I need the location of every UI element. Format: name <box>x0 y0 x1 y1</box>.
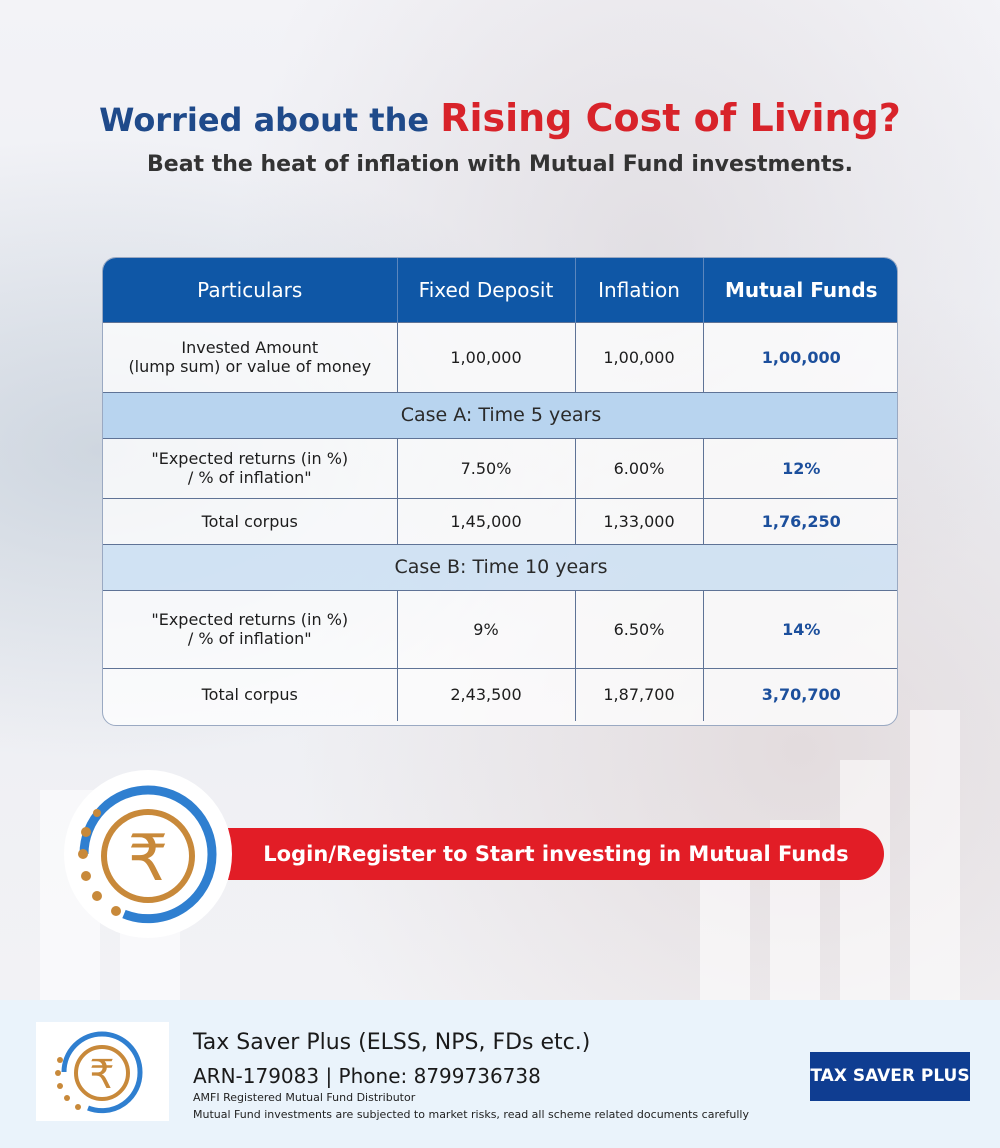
table-row-expected-returns-a: "Expected returns (in %) / % of inflatio… <box>103 437 897 498</box>
cell-fixed-deposit: 9% <box>397 589 576 668</box>
subheadline: Beat the heat of inflation with Mutual F… <box>147 152 853 177</box>
case-a-row: Case A: Time 5 years <box>103 391 897 438</box>
cell-inflation: 6.00% <box>575 437 704 498</box>
footer-arn-phone: ARN-179083 | Phone: 8799736738 <box>193 1064 541 1088</box>
table-row-total-corpus-a: Total corpus 1,45,000 1,33,000 1,76,250 <box>103 497 897 544</box>
table-row-total-corpus-b: Total corpus 2,43,500 1,87,700 3,70,700 <box>103 667 897 721</box>
cell-inflation: 1,00,000 <box>575 321 704 392</box>
footer-amfi-text: AMFI Registered Mutual Fund Distributor <box>193 1091 416 1104</box>
row-label-line2: / % of inflation" <box>187 468 312 487</box>
cell-mutual-funds: 1,76,250 <box>703 497 897 544</box>
cell-inflation: 1,33,000 <box>575 497 704 544</box>
case-b-row: Case B: Time 10 years <box>103 543 897 590</box>
cell-mutual-funds: 14% <box>703 589 897 668</box>
cell-mutual-funds: 1,00,000 <box>703 321 897 392</box>
row-label: Invested Amount (lump sum) or value of m… <box>103 321 398 392</box>
cell-inflation: 1,87,700 <box>575 667 704 721</box>
svg-text:₹: ₹ <box>128 822 169 896</box>
row-label: "Expected returns (in %) / % of inflatio… <box>103 589 398 668</box>
table-row-expected-returns-b: "Expected returns (in %) / % of inflatio… <box>103 589 897 668</box>
headline-prefix: Worried about the <box>99 101 430 139</box>
cell-inflation: 6.50% <box>575 589 704 668</box>
comparison-table: Particulars Fixed Deposit Inflation Mutu… <box>102 257 898 726</box>
column-header-fixed-deposit: Fixed Deposit <box>397 258 576 322</box>
row-label-line1: "Expected returns (in %) <box>151 610 349 629</box>
footer-company-title: Tax Saver Plus (ELSS, NPS, FDs etc.) <box>193 1030 591 1055</box>
case-b-title: Case B: Time 10 years <box>103 543 897 590</box>
cell-mutual-funds: 3,70,700 <box>703 667 897 721</box>
footer-disclaimer: Mutual Fund investments are subjected to… <box>193 1108 749 1121</box>
headline-highlight: Rising Cost of Living? <box>440 96 901 140</box>
footer: ₹ Tax Saver Plus (ELSS, NPS, FDs etc.) A… <box>0 1000 1000 1148</box>
case-a-title: Case A: Time 5 years <box>103 391 897 438</box>
table-row-invested-amount: Invested Amount (lump sum) or value of m… <box>103 321 897 392</box>
cell-fixed-deposit: 1,00,000 <box>397 321 576 392</box>
headline: Worried about the Rising Cost of Living? <box>0 96 1000 140</box>
row-label-line2: (lump sum) or value of money <box>128 357 372 376</box>
cell-fixed-deposit: 2,43,500 <box>397 667 576 721</box>
svg-text:₹: ₹ <box>89 1052 114 1098</box>
column-header-mutual-funds: Mutual Funds <box>703 258 897 322</box>
cell-fixed-deposit: 7.50% <box>397 437 576 498</box>
row-label: "Expected returns (in %) / % of inflatio… <box>103 437 398 498</box>
cell-mutual-funds: 12% <box>703 437 897 498</box>
row-label-line1: "Expected returns (in %) <box>151 449 349 468</box>
table-header-row: Particulars Fixed Deposit Inflation Mutu… <box>103 258 897 322</box>
cell-fixed-deposit: 1,45,000 <box>397 497 576 544</box>
column-header-inflation: Inflation <box>575 258 704 322</box>
footer-rupee-logo-icon: ₹ <box>36 1022 169 1121</box>
row-label: Total corpus <box>103 497 398 544</box>
brand-badge: TAX SAVER PLUS <box>810 1052 970 1101</box>
row-label-line1: Invested Amount <box>181 338 319 357</box>
login-register-button[interactable]: Login/Register to Start investing in Mut… <box>228 828 884 880</box>
column-header-particulars: Particulars <box>103 258 398 322</box>
row-label: Total corpus <box>103 667 398 721</box>
rupee-coin-icon[interactable]: ₹ <box>64 770 232 938</box>
row-label-line2: / % of inflation" <box>187 629 312 648</box>
